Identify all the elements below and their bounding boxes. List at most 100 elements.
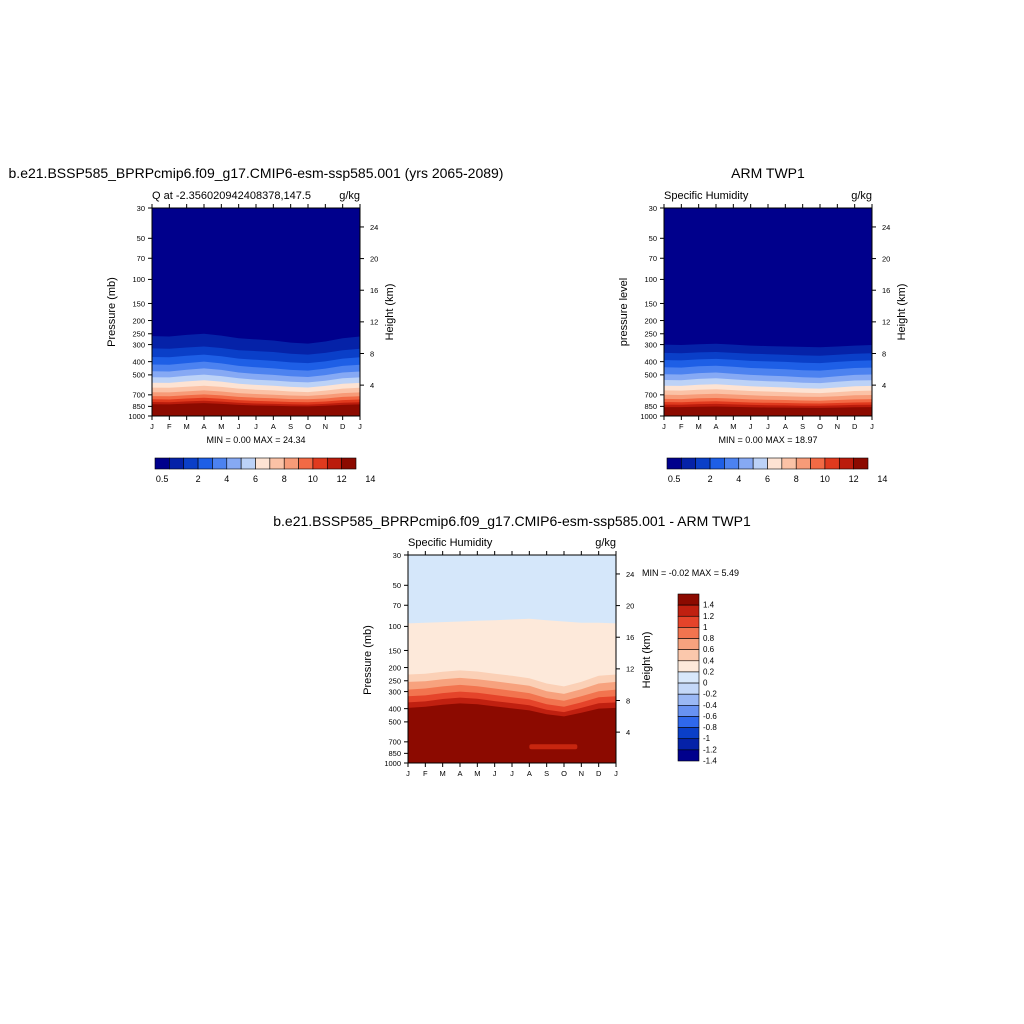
colorbar-swatch	[677, 738, 700, 751]
x-tick-label: S	[544, 769, 549, 778]
colorbar-swatch	[269, 457, 285, 470]
x-tick-label: N	[579, 769, 584, 778]
y-tick-label: 850	[644, 402, 657, 411]
y-tick-label: 30	[649, 204, 657, 213]
colorbar-label: 6	[253, 474, 258, 484]
y2-tick-label: 24	[370, 223, 378, 232]
panel-difference: b.e21.BSSP585_BPRPcmip6.f09_g17.CMIP6-es…	[273, 513, 751, 778]
x-tick-label: O	[561, 769, 567, 778]
y-tick-label: 70	[649, 254, 657, 263]
x-tick-label: A	[527, 769, 532, 778]
colorbar-swatch	[677, 604, 700, 617]
x-tick-label: M	[440, 769, 446, 778]
panel-arm-minmax: MIN = 0.00 MAX = 18.97	[718, 435, 817, 445]
colorbar-label: 1.4	[703, 601, 715, 610]
x-tick-label: O	[305, 422, 311, 431]
colorbar-label: 12	[849, 474, 859, 484]
colorbar-swatch	[312, 457, 328, 470]
colorbar-label: 0.5	[156, 474, 169, 484]
y-tick-label: 850	[388, 749, 401, 758]
y-tick-label: 250	[388, 677, 401, 686]
y-tick-label: 700	[388, 738, 401, 747]
colorbar-label: 4	[224, 474, 229, 484]
colorbar-swatch	[341, 457, 357, 470]
colorbar-swatch	[226, 457, 242, 470]
colorbar-swatch	[677, 693, 700, 706]
panel-difference-minmax: MIN = -0.02 MAX = 5.49	[642, 568, 739, 578]
y-tick-label: 70	[393, 601, 401, 610]
contour-band	[408, 703, 616, 763]
y-tick-label: 400	[132, 357, 145, 366]
y-tick-label: 70	[137, 254, 145, 263]
colorbar-swatch	[738, 457, 754, 470]
panel-arm-left-subtitle: Specific Humidity	[664, 190, 749, 202]
y2-tick-label: 4	[370, 381, 374, 390]
y2-tick-label: 8	[882, 349, 886, 358]
x-tick-label: J	[510, 769, 514, 778]
contour-band	[152, 403, 360, 416]
x-tick-label: A	[271, 422, 276, 431]
x-tick-label: J	[766, 422, 770, 431]
colorbar-swatch	[677, 593, 700, 606]
panel-model-ylabel: Pressure (mb)	[106, 277, 118, 347]
colorbar-swatch	[853, 457, 869, 470]
colorbar-swatch	[326, 457, 342, 470]
colorbar-label: -1	[703, 734, 711, 743]
x-tick-label: J	[358, 422, 362, 431]
y2-tick-label: 12	[882, 318, 890, 327]
x-tick-label: J	[150, 422, 154, 431]
x-tick-label: J	[237, 422, 241, 431]
colorbar: 0.5 2 4 6 8 10 12 14	[666, 457, 887, 484]
x-tick-label: A	[783, 422, 788, 431]
x-tick-label: J	[662, 422, 666, 431]
colorbar-swatch	[677, 660, 700, 673]
colorbar-swatch	[838, 457, 854, 470]
y-tick-label: 700	[644, 391, 657, 400]
colorbar-label: 10	[820, 474, 830, 484]
x-tick-label: F	[423, 769, 428, 778]
colorbar-swatch	[795, 457, 811, 470]
panel-arm-title: ARM TWP1	[731, 165, 805, 181]
colorbar-label: 0.2	[703, 667, 715, 676]
panel-difference-left-subtitle: Specific Humidity	[408, 537, 493, 549]
colorbar-swatch	[724, 457, 740, 470]
panel-model-y2label: Height (km)	[384, 284, 396, 341]
x-tick-label: J	[254, 422, 258, 431]
y-tick-label: 1000	[384, 759, 401, 768]
y-tick-label: 150	[388, 646, 401, 655]
colorbar-label: 1.2	[703, 612, 715, 621]
colorbar-label: -0.2	[703, 690, 717, 699]
colorbar-swatch	[255, 457, 271, 470]
colorbar-swatch	[677, 638, 700, 650]
y2-tick-label: 8	[626, 696, 630, 705]
y-tick-label: 100	[644, 275, 657, 284]
x-tick-label: M	[696, 422, 702, 431]
y2-tick-label: 16	[882, 286, 890, 295]
colorbar-swatch	[677, 671, 700, 684]
x-tick-label: M	[184, 422, 190, 431]
x-tick-label: J	[493, 769, 497, 778]
y2-tick-label: 16	[370, 286, 378, 295]
y2-tick-label: 4	[626, 728, 630, 737]
colorbar-label: 0.8	[703, 634, 715, 643]
y2-tick-label: 4	[882, 381, 886, 390]
x-tick-label: F	[167, 422, 172, 431]
colorbar-swatch	[677, 749, 700, 762]
y2-tick-label: 20	[882, 254, 890, 263]
colorbar-swatch	[752, 457, 768, 470]
colorbar-label: -0.4	[703, 701, 717, 710]
colorbar-swatch	[677, 615, 700, 628]
colorbar-label: 14	[365, 474, 375, 484]
colorbar-label: -0.8	[703, 723, 717, 732]
y-tick-label: 100	[388, 622, 401, 631]
colorbar: 1.4 1.2 1 0.8 0.6 0.4 0.2 0 -0.2 -0.4 -0.6 -0.8 -1 -1…	[677, 593, 717, 766]
colorbar-swatch	[298, 457, 314, 470]
x-tick-label: A	[457, 769, 462, 778]
colorbar-swatch	[709, 457, 725, 470]
contour-band	[529, 744, 578, 750]
x-tick-label: O	[817, 422, 823, 431]
y-tick-label: 500	[388, 718, 401, 727]
colorbar-label: 2	[196, 474, 201, 484]
colorbar-label: 0.6	[703, 645, 715, 654]
